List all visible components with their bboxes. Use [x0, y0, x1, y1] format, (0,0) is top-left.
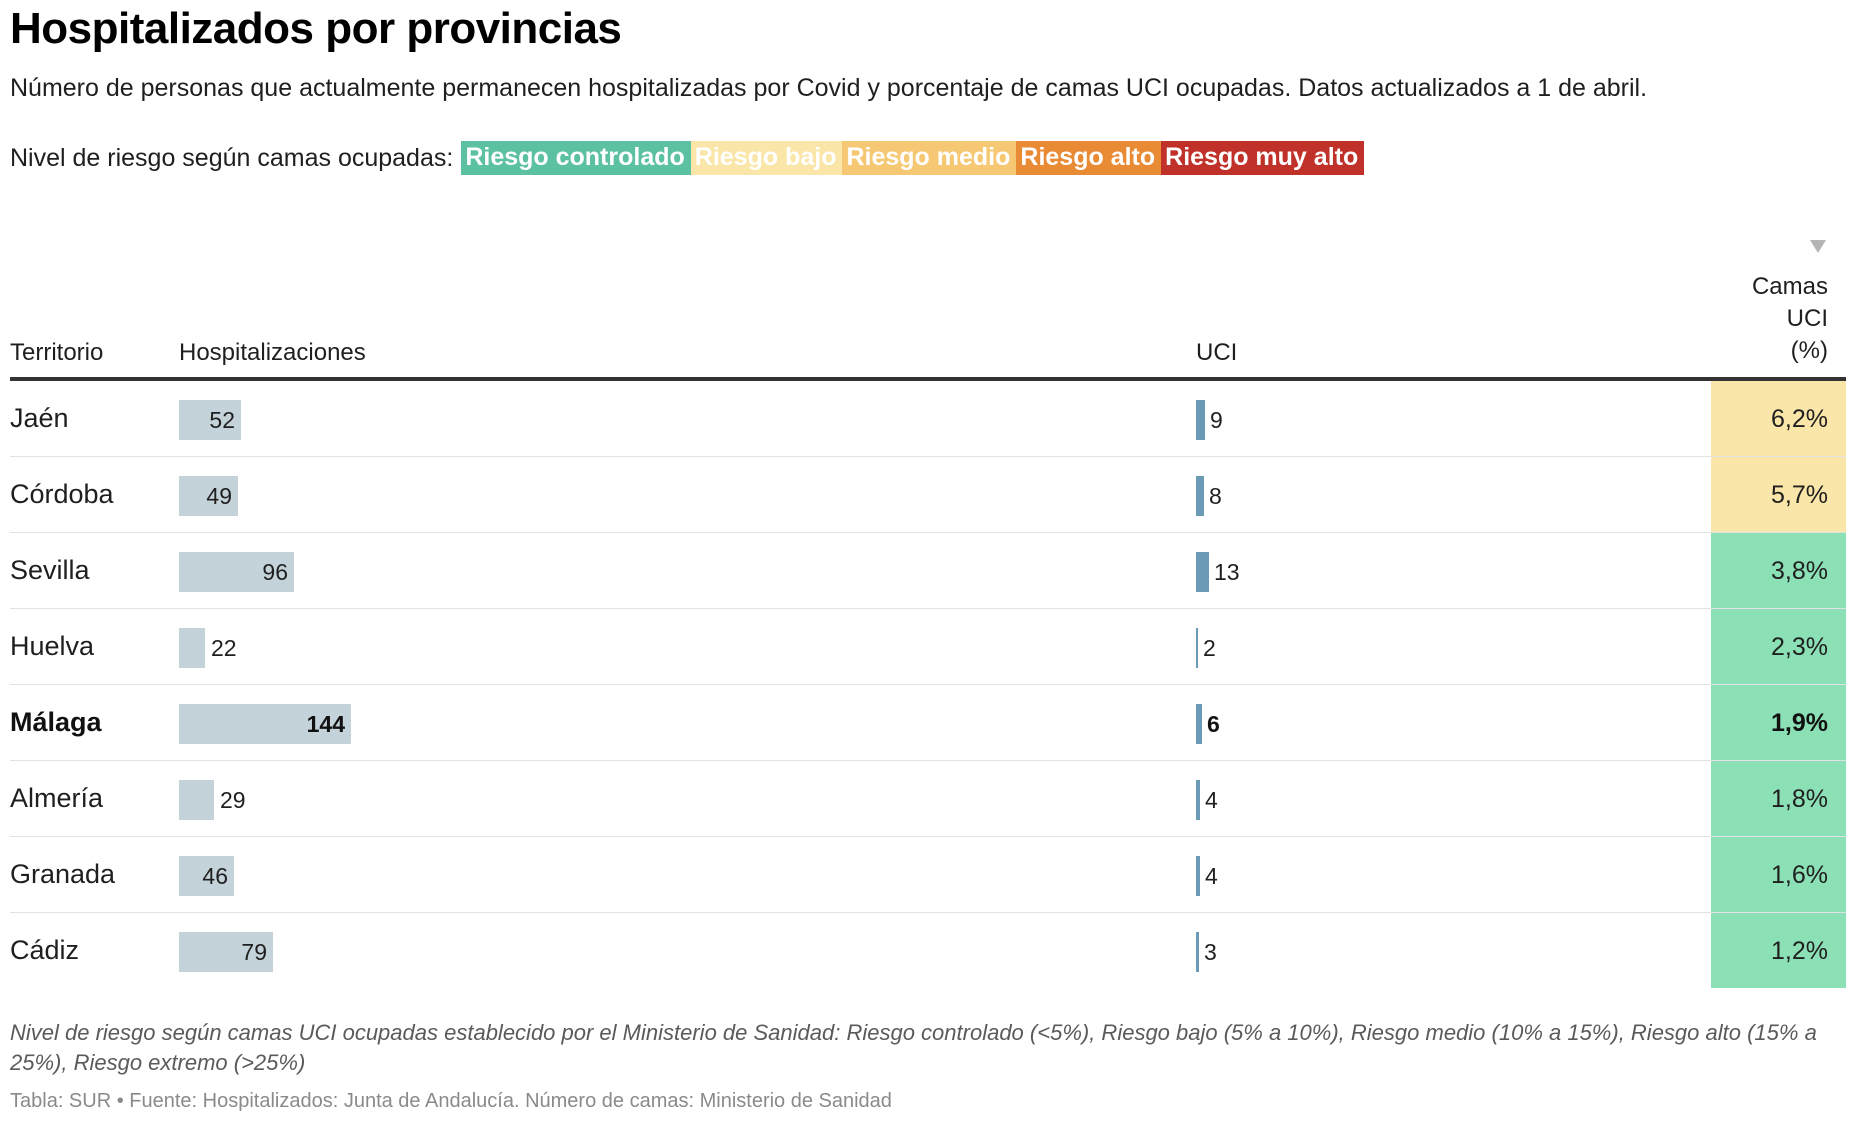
column-header-territorio[interactable]: Territorio — [10, 339, 104, 366]
hospitalizaciones-bar — [179, 628, 205, 668]
table-row: Granada 46 4 1,6% — [10, 837, 1846, 913]
hospitalizaciones-bar — [179, 704, 351, 744]
sort-descending-icon[interactable] — [1810, 240, 1826, 253]
chart-title: Hospitalizados por provincias — [10, 4, 622, 53]
legend-item-riesgo-bajo: Riesgo bajo — [690, 141, 843, 175]
camas-uci-cell: 5,7% — [1711, 457, 1846, 532]
table-row: Sevilla 96 13 3,8% — [10, 533, 1846, 609]
uci-bar — [1196, 476, 1204, 516]
camas-uci-cell: 1,2% — [1711, 913, 1846, 988]
hospitalizaciones-value: 144 — [306, 711, 345, 737]
hospitalizaciones-value: 79 — [241, 939, 267, 965]
hospitalizaciones-value: 52 — [209, 407, 235, 433]
risk-legend: Nivel de riesgo según camas ocupadas: Ri… — [10, 141, 1365, 175]
hospitalizaciones-bar — [179, 552, 294, 592]
camas-uci-value: 5,7% — [1771, 481, 1828, 509]
legend-item-riesgo-controlado: Riesgo controlado — [461, 141, 691, 175]
table-row: Almería 29 4 1,8% — [10, 761, 1846, 837]
uci-value: 2 — [1203, 635, 1216, 661]
legend-item-riesgo-alto: Riesgo alto — [1016, 141, 1162, 175]
camas-uci-value: 3,8% — [1771, 557, 1828, 585]
table-header: Territorio Hospitalizaciones UCI Camas U… — [10, 232, 1846, 381]
uci-value: 3 — [1204, 939, 1217, 965]
camas-uci-cell: 1,8% — [1711, 761, 1846, 836]
hospitalizaciones-bar — [179, 780, 214, 820]
camas-uci-value: 1,8% — [1771, 785, 1828, 813]
uci-bar — [1196, 932, 1199, 972]
hospitalizaciones-bar — [179, 400, 241, 440]
data-table: Territorio Hospitalizaciones UCI Camas U… — [10, 232, 1846, 988]
camas-header-line2: UCI — [1786, 305, 1828, 332]
legend-item-riesgo-muy-alto: Riesgo muy alto — [1161, 141, 1365, 175]
uci-value: 6 — [1207, 711, 1220, 737]
camas-header-line1: Camas — [1751, 273, 1828, 300]
camas-uci-cell: 1,6% — [1711, 837, 1846, 912]
hospitalizaciones-value: 29 — [220, 787, 246, 813]
camas-uci-value: 1,2% — [1771, 937, 1828, 965]
column-header-uci[interactable]: UCI — [1196, 339, 1238, 366]
uci-bar — [1196, 780, 1200, 820]
legend-label: Nivel de riesgo según camas ocupadas: — [10, 143, 454, 172]
table-row: Cádiz 79 3 1,2% — [10, 913, 1846, 988]
territorio-cell: Cádiz — [10, 935, 80, 965]
uci-value: 4 — [1205, 787, 1218, 813]
hospitalizaciones-bar — [179, 476, 238, 516]
uci-bar — [1196, 552, 1209, 592]
territorio-cell: Jaén — [10, 403, 69, 433]
territorio-cell: Córdoba — [10, 479, 114, 509]
table-row: Málaga 144 6 1,9% — [10, 685, 1846, 761]
hospitalizaciones-value: 22 — [211, 635, 237, 661]
territorio-cell: Sevilla — [10, 555, 90, 585]
camas-uci-cell: 6,2% — [1711, 381, 1846, 456]
column-header-camas-uci[interactable]: Camas UCI (%) — [1752, 271, 1828, 367]
uci-bar — [1196, 628, 1198, 668]
hospitalizaciones-bar — [179, 932, 273, 972]
territorio-cell: Almería — [10, 783, 104, 813]
uci-bar — [1196, 704, 1202, 744]
table-row: Huelva 22 2 2,3% — [10, 609, 1846, 685]
legend-item-riesgo-medio: Riesgo medio — [842, 141, 1017, 175]
camas-uci-cell: 3,8% — [1711, 533, 1846, 608]
uci-bar — [1196, 400, 1205, 440]
table-row: Jaén 52 9 6,2% — [10, 381, 1846, 457]
camas-uci-value: 1,6% — [1771, 861, 1828, 889]
table-row: Córdoba 49 8 5,7% — [10, 457, 1846, 533]
territorio-cell: Huelva — [10, 631, 95, 661]
camas-uci-value: 6,2% — [1771, 405, 1828, 433]
camas-uci-value: 2,3% — [1771, 633, 1828, 661]
chart-description: Número de personas que actualmente perma… — [10, 74, 1648, 102]
territorio-cell: Málaga — [10, 707, 102, 737]
column-header-hospitalizaciones[interactable]: Hospitalizaciones — [179, 339, 366, 366]
camas-header-line3: (%) — [1790, 337, 1828, 364]
source-credit: Tabla: SUR • Fuente: Hospitalizados: Jun… — [10, 1090, 892, 1112]
camas-uci-cell: 1,9% — [1711, 685, 1846, 760]
uci-value: 9 — [1210, 407, 1223, 433]
uci-value: 13 — [1214, 559, 1240, 585]
camas-uci-value: 1,9% — [1771, 709, 1828, 737]
risk-note: Nivel de riesgo según camas UCI ocupadas… — [10, 1020, 1817, 1075]
uci-value: 4 — [1205, 863, 1218, 889]
hospitalizaciones-value: 46 — [202, 863, 228, 889]
hospitalizaciones-value: 49 — [206, 483, 232, 509]
uci-value: 8 — [1209, 483, 1222, 509]
hospitalizaciones-value: 96 — [262, 559, 288, 585]
territorio-cell: Granada — [10, 859, 116, 889]
camas-uci-cell: 2,3% — [1711, 609, 1846, 684]
uci-bar — [1196, 856, 1200, 896]
table-body: Jaén 52 9 6,2% Córdoba 49 8 5,7% Sevilla 96 13 3,8%… — [10, 381, 1846, 988]
hospitalizaciones-bar — [179, 856, 234, 896]
